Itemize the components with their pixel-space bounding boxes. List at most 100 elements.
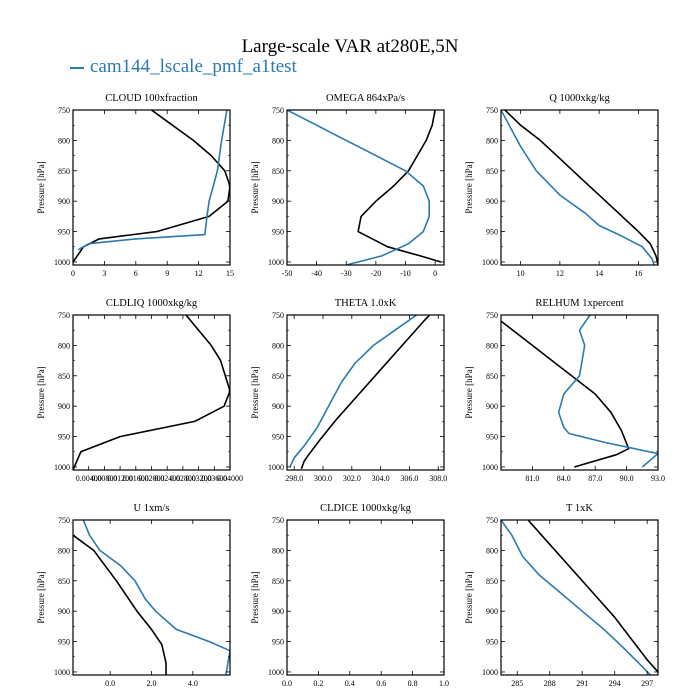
panel-title: CLDICE 1000xkg/kg bbox=[320, 503, 411, 514]
y-tick-label: 900 bbox=[58, 607, 70, 616]
series-line-black bbox=[73, 110, 230, 263]
y-tick-label: 950 bbox=[486, 228, 498, 237]
x-tick-label: -30 bbox=[341, 269, 352, 278]
series-group bbox=[287, 110, 442, 265]
y-tick-label: 950 bbox=[58, 228, 70, 237]
panel-frame bbox=[286, 314, 445, 471]
legend: cam144_lscale_pmf_a1test bbox=[70, 56, 297, 78]
y-tick-label: 850 bbox=[58, 372, 70, 381]
y-tick-label: 850 bbox=[272, 167, 284, 176]
y-tick-label: 850 bbox=[486, 577, 498, 586]
x-tick-label: 297 bbox=[641, 679, 653, 688]
series-line-black bbox=[504, 110, 658, 265]
y-tick-label: 750 bbox=[486, 516, 498, 525]
x-tick-label: 16 bbox=[634, 269, 642, 278]
x-tick-label: 298.0 bbox=[285, 474, 303, 483]
y-tick-label: 800 bbox=[486, 136, 498, 145]
series-line-black bbox=[73, 534, 167, 675]
x-tick-label: 0.01200 bbox=[107, 474, 133, 483]
x-tick-label: 93.0 bbox=[651, 474, 665, 483]
y-tick-label: 1000 bbox=[482, 668, 498, 677]
y-tick-label: 850 bbox=[58, 167, 70, 176]
y-axis-label: Pressure [hPa] bbox=[464, 161, 474, 213]
x-tick-label: 0.00800 bbox=[91, 474, 117, 483]
series-line-blue bbox=[557, 315, 658, 468]
y-tick-label: 750 bbox=[58, 516, 70, 525]
page-title: Large-scale VAR at280E,5N bbox=[241, 36, 459, 57]
panel-6: RELHUM 1xpercent Pressure [hPa] 750 800 850 9… bbox=[464, 298, 665, 483]
x-tick-label: 0.04000 bbox=[217, 474, 243, 483]
y-axis-label: Pressure [hPa] bbox=[36, 161, 46, 213]
series-line-blue bbox=[501, 520, 651, 675]
x-tick-label: 306.0 bbox=[400, 474, 418, 483]
y-tick-label: 1000 bbox=[54, 258, 70, 267]
y-axis-label: Pressure [hPa] bbox=[464, 571, 474, 623]
x-tick-label: 0 bbox=[433, 269, 437, 278]
x-tick-label: 9 bbox=[165, 269, 169, 278]
y-tick-label: 900 bbox=[58, 197, 70, 206]
x-tick-label: 4.0 bbox=[188, 679, 198, 688]
y-axis-label: Pressure [hPa] bbox=[464, 366, 474, 418]
y-tick-label: 900 bbox=[58, 402, 70, 411]
series-line-blue bbox=[289, 315, 418, 468]
y-tick-label: 800 bbox=[58, 136, 70, 145]
x-tick-label: 0.00400 bbox=[76, 474, 102, 483]
y-tick-label: 1000 bbox=[54, 463, 70, 472]
panel-1: CLOUD 100xfraction Pressure [hPa] 750 800 85… bbox=[36, 93, 234, 278]
y-tick-label: 950 bbox=[486, 433, 498, 442]
x-tick-label: 308.0 bbox=[429, 474, 447, 483]
panel-title: THETA 1.0xK bbox=[335, 298, 397, 309]
panel-frame bbox=[72, 314, 231, 471]
y-tick-label: 750 bbox=[272, 311, 284, 320]
x-tick-label: 3 bbox=[102, 269, 106, 278]
series-group bbox=[73, 110, 230, 263]
x-tick-label: 84.0 bbox=[557, 474, 571, 483]
y-tick-label: 750 bbox=[272, 516, 284, 525]
y-axis-label: Pressure [hPa] bbox=[250, 366, 260, 418]
y-tick-label: 950 bbox=[272, 228, 284, 237]
x-tick-label: 12 bbox=[556, 269, 564, 278]
x-tick-label: 87.0 bbox=[588, 474, 602, 483]
panel-9: T 1xK Pressure [hPa] 750 800 850 900 950 1000 28… bbox=[464, 503, 659, 688]
x-tick-label: 0.02800 bbox=[170, 474, 196, 483]
panel-title: RELHUM 1xpercent bbox=[535, 298, 623, 309]
x-tick-label: 1.0 bbox=[439, 679, 449, 688]
x-tick-label: 14 bbox=[595, 269, 603, 278]
y-axis-label: Pressure [hPa] bbox=[36, 571, 46, 623]
y-tick-label: 750 bbox=[272, 106, 284, 115]
x-tick-label: 0.4 bbox=[345, 679, 355, 688]
panel-frame bbox=[72, 109, 231, 266]
series-line-black bbox=[357, 110, 442, 263]
x-tick-label: 0.8 bbox=[408, 679, 418, 688]
x-tick-label: 0.02000 bbox=[139, 474, 165, 483]
series-group bbox=[501, 110, 658, 265]
series-line-black bbox=[73, 315, 230, 470]
x-tick-label: 0 bbox=[71, 269, 75, 278]
panel-frame bbox=[500, 519, 659, 676]
y-axis-label: Pressure [hPa] bbox=[250, 571, 260, 623]
x-tick-label: 12 bbox=[195, 269, 203, 278]
panel-frame bbox=[72, 519, 231, 676]
series-group bbox=[73, 520, 230, 675]
x-tick-label: 300.0 bbox=[314, 474, 332, 483]
panel-title: U 1xm/s bbox=[134, 503, 170, 514]
x-tick-label: 15 bbox=[226, 269, 234, 278]
y-tick-label: 750 bbox=[58, 106, 70, 115]
series-line-blue bbox=[501, 110, 655, 265]
x-tick-label: 0.01600 bbox=[123, 474, 149, 483]
x-tick-label: 0.0 bbox=[105, 679, 115, 688]
x-tick-label: 285 bbox=[511, 679, 523, 688]
x-tick-label: 0.03200 bbox=[186, 474, 212, 483]
series-group bbox=[501, 520, 658, 675]
legend-entry-label: cam144_lscale_pmf_a1test bbox=[90, 56, 297, 77]
panel-2: OMEGA 864xPa/s Pressure [hPa] 750 800 850 900… bbox=[250, 93, 445, 278]
series-line-black bbox=[527, 520, 658, 673]
x-tick-label: 2.0 bbox=[147, 679, 157, 688]
panel-title: OMEGA 864xPa/s bbox=[326, 93, 405, 104]
x-tick-label: 0.2 bbox=[313, 679, 323, 688]
panel-title: CLOUD 100xfraction bbox=[105, 93, 198, 104]
x-tick-label: -20 bbox=[371, 269, 382, 278]
x-tick-label: 0.03600 bbox=[201, 474, 227, 483]
y-tick-label: 1000 bbox=[268, 258, 284, 267]
